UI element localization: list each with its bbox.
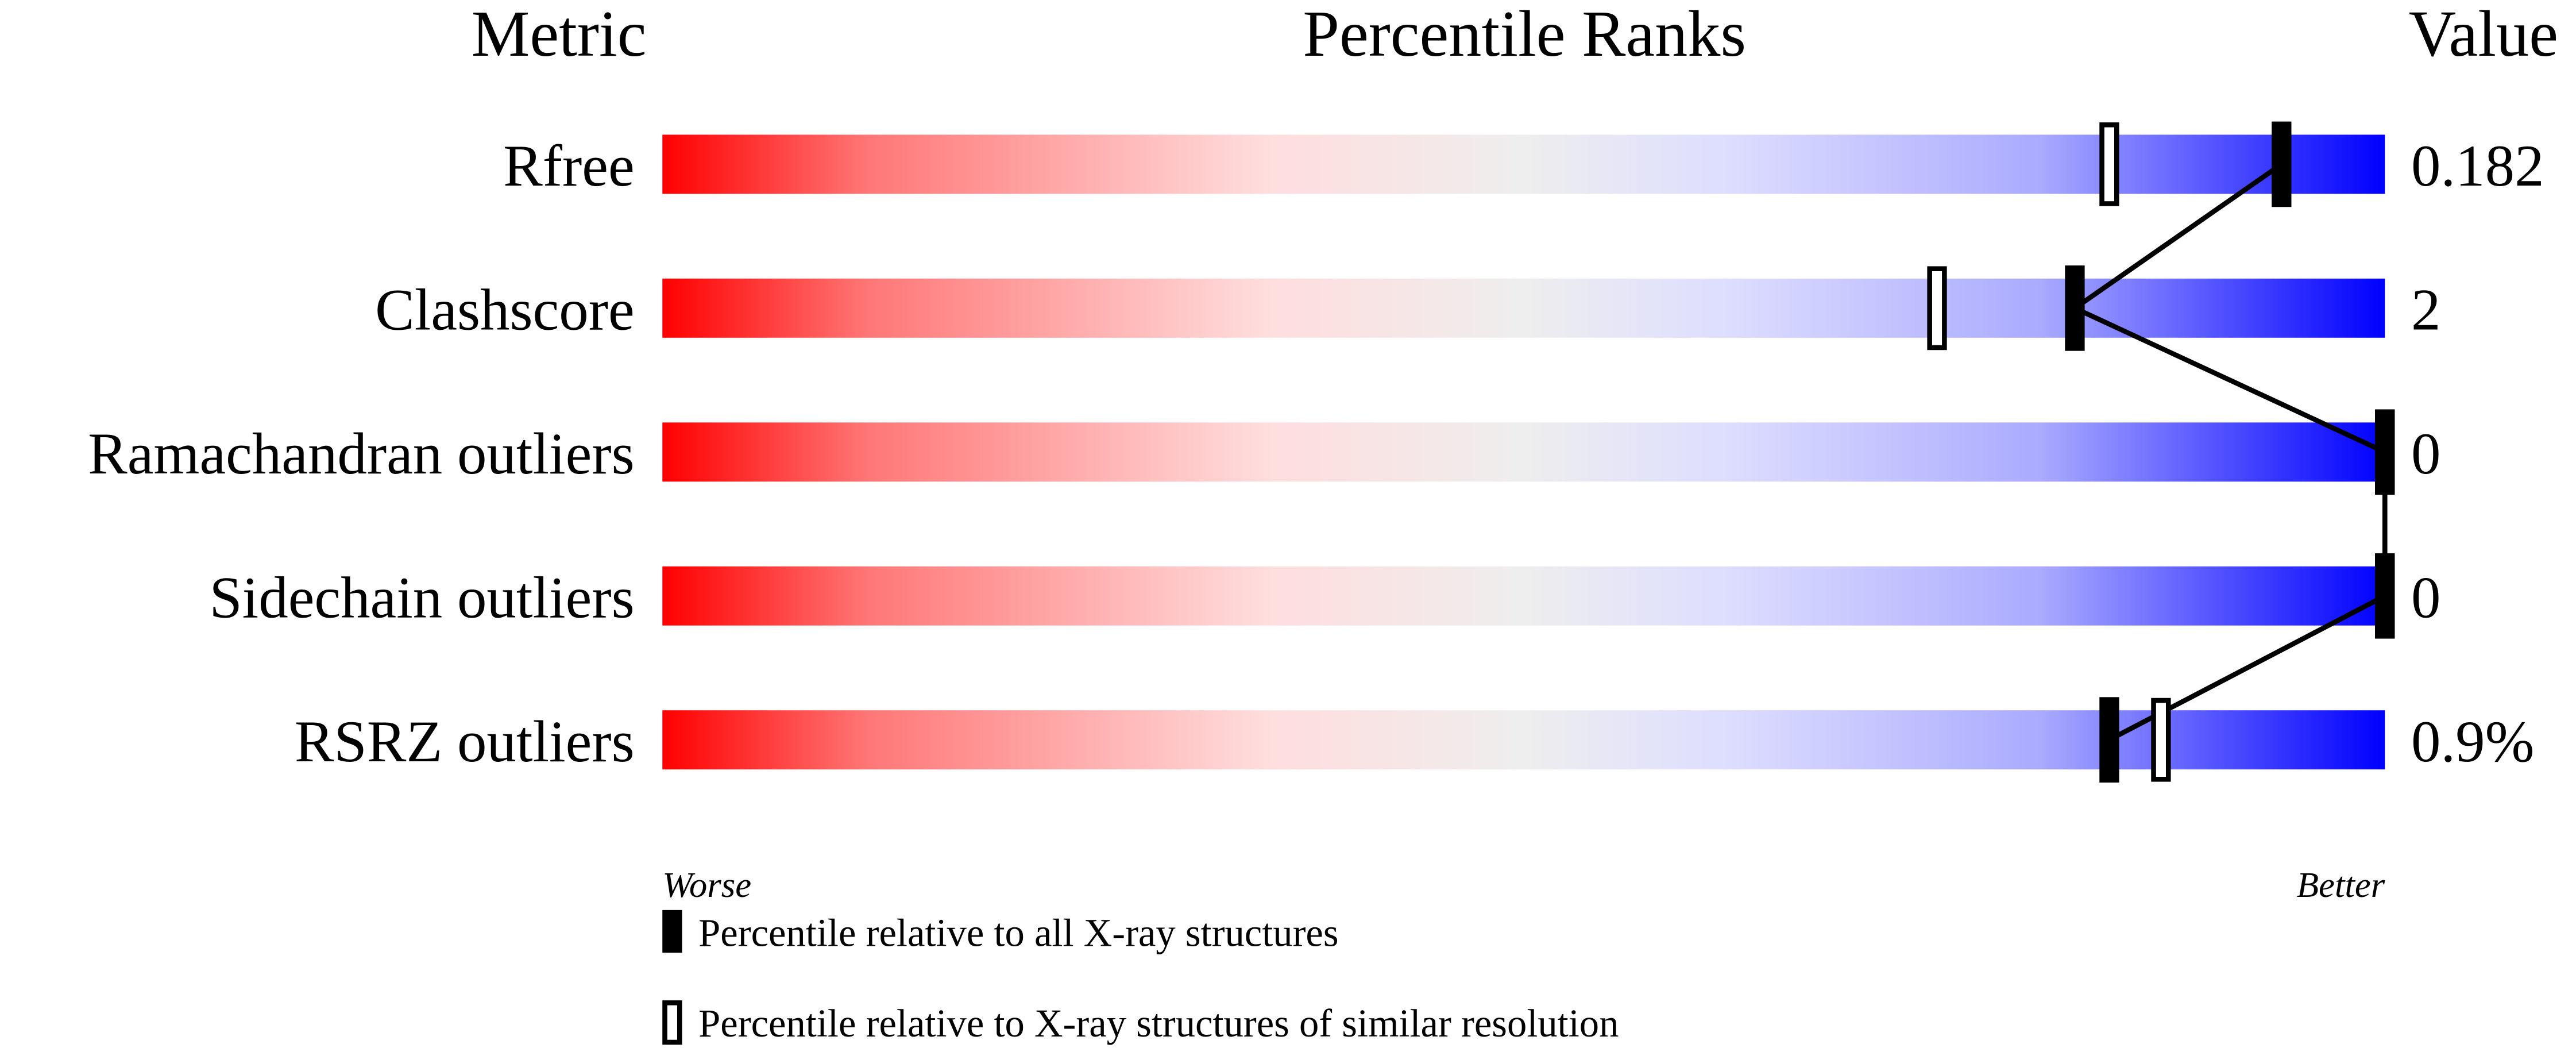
percentile-bar (662, 566, 2385, 626)
filled-percentile-marker (2272, 121, 2292, 207)
metric-label: Ramachandran outliers (88, 421, 635, 487)
axis-worse-label: Worse (662, 865, 751, 905)
axis-better-label: Better (2297, 865, 2385, 905)
hollow-percentile-marker (2099, 122, 2119, 206)
metric-label: Rfree (503, 133, 635, 199)
header-value: Value (2409, 0, 2558, 70)
legend-filled-label: Percentile relative to all X-ray structu… (698, 911, 1338, 955)
percentile-bar (662, 134, 2385, 194)
metric-label: Sidechain outliers (209, 565, 634, 630)
percentile-bar (662, 422, 2385, 482)
percentile-bar (662, 710, 2385, 770)
metric-value: 0.9% (2411, 709, 2534, 775)
metric-label: Clashscore (375, 278, 635, 343)
header-metric: Metric (472, 0, 647, 70)
metric-value: 2 (2411, 278, 2440, 343)
metric-label: RSRZ outliers (295, 709, 635, 775)
header-percentile-ranks: Percentile Ranks (1303, 0, 1746, 70)
legend-hollow-marker (662, 1000, 682, 1045)
metric-value: 0 (2411, 565, 2440, 630)
legend-hollow-label: Percentile relative to X-ray structures … (698, 1001, 1619, 1045)
filled-percentile-marker (2375, 409, 2395, 495)
hollow-percentile-marker (1927, 266, 1947, 350)
hollow-percentile-marker (2151, 698, 2171, 782)
legend-filled-marker (662, 910, 682, 953)
filled-percentile-marker (2375, 553, 2395, 639)
filled-percentile-marker (2099, 697, 2119, 783)
filled-percentile-marker (2065, 265, 2085, 351)
percentile-bar (662, 278, 2385, 338)
metric-value: 0.182 (2411, 133, 2544, 199)
metric-value: 0 (2411, 421, 2440, 487)
